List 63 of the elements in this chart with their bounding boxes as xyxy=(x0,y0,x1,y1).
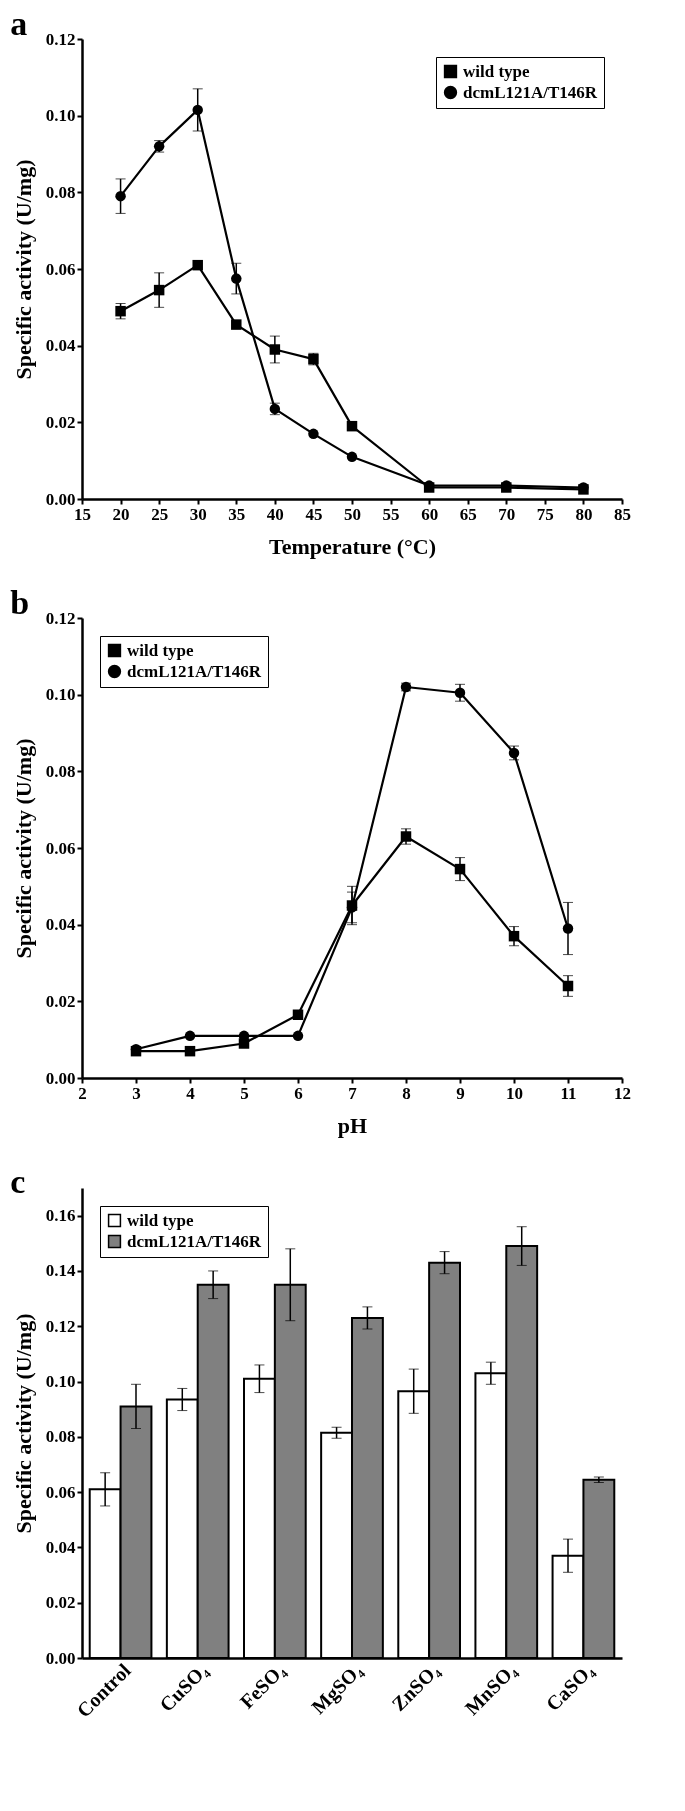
x-tick-label: 8 xyxy=(402,1083,411,1103)
x-tick-label: 35 xyxy=(228,504,246,524)
x-tick-label: 20 xyxy=(112,504,130,524)
y-tick-label: 0.16 xyxy=(45,1206,76,1226)
y-tick-label: 0.08 xyxy=(45,761,76,781)
x-tick-label: 75 xyxy=(536,504,554,524)
y-tick-label: 0.02 xyxy=(45,991,76,1011)
x-tick-label: 7 xyxy=(348,1083,358,1103)
legend-label: dcmL121A/T146R xyxy=(127,1231,262,1251)
y-tick-label: 0.08 xyxy=(45,1427,76,1447)
x-tick-label: 80 xyxy=(575,504,593,524)
y-tick-label: 0.06 xyxy=(45,838,76,858)
y-tick-label: 0.10 xyxy=(45,1372,76,1392)
legend-label: wild type xyxy=(463,61,531,81)
x-tick-label: 70 xyxy=(498,504,516,524)
x-tick-label: 60 xyxy=(421,504,439,524)
y-tick-label: 0.00 xyxy=(45,1648,76,1668)
y-tick-label: 0.06 xyxy=(45,259,76,279)
y-axis-title: Specific activity (U/mg) xyxy=(10,1313,36,1534)
y-tick-label: 0.00 xyxy=(45,1068,76,1088)
y-tick-label: 0.04 xyxy=(45,1537,76,1557)
x-tick-label: 12 xyxy=(614,1083,631,1103)
y-tick-label: 0.04 xyxy=(45,336,76,356)
y-tick-label: 0.04 xyxy=(45,915,76,935)
y-tick-label: 0.12 xyxy=(45,29,76,49)
y-tick-label: 0.10 xyxy=(45,106,76,126)
chart-title: a xyxy=(10,5,28,42)
x-tick-label: 2 xyxy=(78,1083,87,1103)
x-tick-label: 5 xyxy=(240,1083,249,1103)
y-tick-label: 0.06 xyxy=(45,1482,76,1502)
x-tick-label: 85 xyxy=(614,504,631,524)
y-axis-title: Specific activity (U/mg) xyxy=(10,738,36,959)
y-tick-label: 0.12 xyxy=(45,1316,76,1336)
legend-label: dcmL121A/T146R xyxy=(127,661,262,681)
x-tick-label: 40 xyxy=(266,504,284,524)
x-tick-label: 4 xyxy=(186,1083,196,1103)
y-tick-label: 0.00 xyxy=(45,489,76,509)
legend-label: dcmL121A/T146R xyxy=(463,82,598,102)
x-tick-label: 30 xyxy=(189,504,207,524)
y-axis-title: Specific activity (U/mg) xyxy=(10,159,36,380)
y-tick-label: 0.02 xyxy=(45,1593,76,1613)
x-tick-label: 25 xyxy=(151,504,169,524)
y-tick-label: 0.02 xyxy=(45,412,76,432)
x-tick-label: 50 xyxy=(344,504,361,524)
x-tick-label: 15 xyxy=(74,504,91,524)
x-tick-label: 10 xyxy=(506,1083,523,1103)
chart-title: c xyxy=(10,1163,26,1200)
x-tick-label: 45 xyxy=(305,504,323,524)
x-tick-label: 3 xyxy=(132,1083,141,1103)
legend-label: wild type xyxy=(127,640,195,660)
y-tick-label: 0.10 xyxy=(45,685,76,705)
x-tick-label: 9 xyxy=(456,1083,465,1103)
y-tick-label: 0.14 xyxy=(45,1261,76,1281)
y-tick-label: 0.12 xyxy=(45,608,76,628)
x-tick-label: 11 xyxy=(560,1083,577,1103)
y-tick-label: 0.08 xyxy=(45,182,76,202)
legend-label: wild type xyxy=(127,1210,195,1230)
x-axis-title: pH xyxy=(337,1112,368,1138)
x-tick-label: 6 xyxy=(294,1083,303,1103)
chart-title: b xyxy=(10,584,30,621)
x-tick-label: 55 xyxy=(382,504,400,524)
x-tick-label: 65 xyxy=(459,504,477,524)
x-axis-title: Temperature (°C) xyxy=(268,533,437,559)
